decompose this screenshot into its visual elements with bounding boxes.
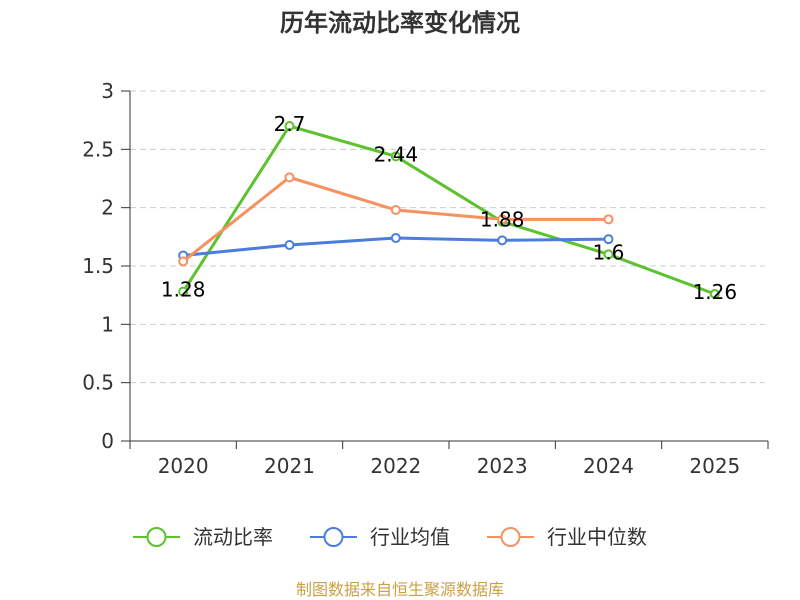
data-point <box>390 151 401 162</box>
x-tick-label: 2021 <box>264 454 315 478</box>
y-tick-label: 2.5 <box>82 137 114 161</box>
y-tick-label: 0.5 <box>82 371 114 395</box>
x-tick-label: 2023 <box>477 454 528 478</box>
legend-marker-icon <box>323 527 344 547</box>
data-point <box>603 249 614 260</box>
legend-marker-icon <box>500 527 521 547</box>
source-footer: 制图数据来自恒生聚源数据库 <box>296 580 504 599</box>
legend-label: 行业中位数 <box>547 525 647 549</box>
legend-item[interactable]: 流动比率 <box>133 525 273 549</box>
data-label: 1.6 <box>593 240 625 264</box>
data-point <box>178 286 189 297</box>
legend-item[interactable]: 行业均值 <box>310 525 450 549</box>
y-tick-label: 1.5 <box>82 254 114 278</box>
x-tick-label: 2022 <box>370 454 421 478</box>
y-tick-label: 2 <box>101 196 114 220</box>
data-point <box>497 235 508 246</box>
legend-item[interactable]: 行业中位数 <box>487 525 647 549</box>
data-point <box>284 172 295 183</box>
data-point <box>390 205 401 215</box>
series-line-0 <box>181 124 716 296</box>
y-tick-label: 3 <box>101 79 114 103</box>
x-tick-label: 2024 <box>583 454 634 478</box>
legend-label: 流动比率 <box>193 525 273 549</box>
legend-marker-icon <box>146 527 167 547</box>
data-label: 2.44 <box>374 142 419 166</box>
data-label: 2.7 <box>274 112 306 136</box>
x-tick-label: 2020 <box>158 454 209 478</box>
data-point <box>390 233 401 243</box>
data-labels: 1.28 2.7 2.44 1.88 1.6 1.26 <box>161 112 737 304</box>
axes: 0 0.5 1 1.5 2 2.5 3 2020 2021 2022 2023 2024 2025 <box>82 79 769 478</box>
y-tick-label: 0 <box>101 429 114 453</box>
legend-label: 行业均值 <box>370 525 450 549</box>
chart-title: 历年流动比率变化情况 <box>280 9 520 37</box>
gridlines <box>130 90 765 384</box>
data-point <box>709 289 720 299</box>
data-point <box>497 214 508 225</box>
y-tick-label: 1 <box>101 312 114 336</box>
data-point <box>284 240 295 250</box>
series-lines <box>178 121 720 299</box>
x-tick-label: 2025 <box>689 454 740 478</box>
legend: 流动比率 行业均值 行业中位数 <box>133 525 647 549</box>
data-label: 1.88 <box>480 208 525 232</box>
data-point <box>178 256 189 267</box>
data-point <box>603 214 614 225</box>
data-point <box>603 234 614 245</box>
data-label: 1.28 <box>161 278 206 302</box>
data-point <box>284 121 295 131</box>
data-label: 1.26 <box>693 280 738 304</box>
